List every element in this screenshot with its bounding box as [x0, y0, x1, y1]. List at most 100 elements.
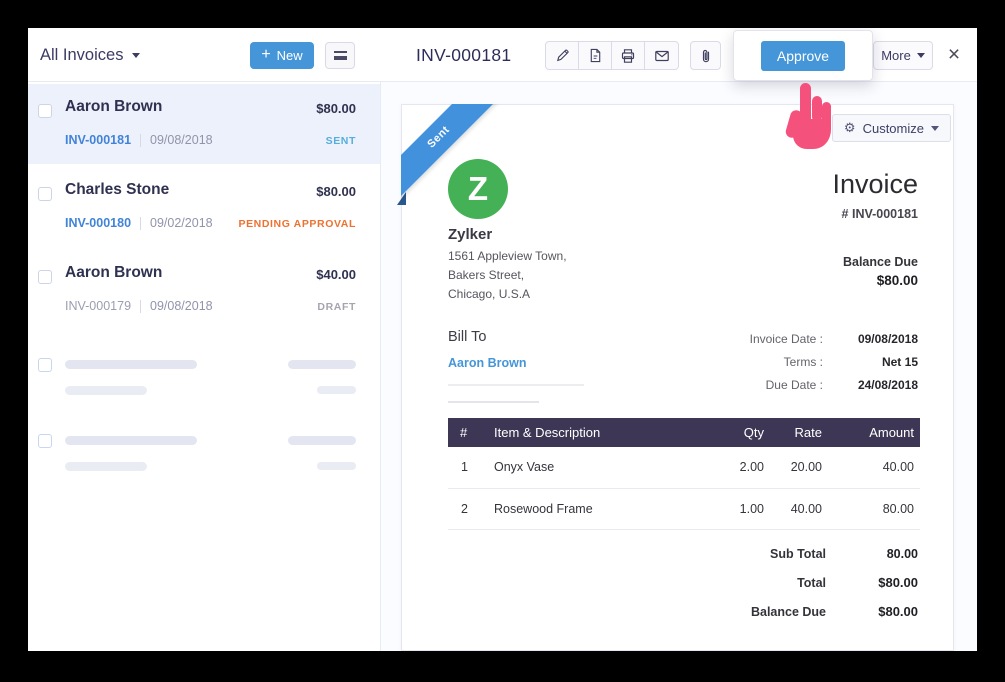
- edit-button[interactable]: [546, 42, 579, 69]
- terms-label: Terms :: [783, 354, 823, 369]
- email-button[interactable]: [645, 42, 678, 69]
- divider: [140, 216, 142, 230]
- pdf-button[interactable]: [579, 42, 612, 69]
- invoice-document: Sent ⚙ Customize Z Zylker 1561 Appleview…: [397, 104, 954, 651]
- balance-due-label: Balance Due: [842, 255, 918, 269]
- table-header-row: # Item & Description Qty Rate Amount: [448, 418, 920, 447]
- collection-filter-label: All Invoices: [40, 45, 124, 64]
- ribbon-fold: [397, 192, 406, 205]
- attach-button[interactable]: [690, 41, 721, 70]
- item-rate: 40.00: [770, 488, 828, 530]
- skeleton-bar: [65, 436, 197, 445]
- subtotal-value: 80.00: [886, 546, 918, 561]
- company-name: Zylker: [448, 226, 493, 243]
- approve-button[interactable]: Approve: [761, 40, 845, 71]
- due-date-label: Due Date :: [765, 377, 823, 392]
- invoice-amount: $40.00: [316, 267, 356, 282]
- invoice-amount: $80.00: [316, 101, 356, 116]
- item-amount: 80.00: [828, 488, 920, 530]
- skeleton-bar: [317, 386, 356, 394]
- divider: [140, 299, 142, 313]
- table-row: 1 Onyx Vase 2.00 20.00 40.00: [448, 447, 920, 489]
- total-value: $80.00: [878, 575, 918, 590]
- print-button[interactable]: [612, 42, 645, 69]
- invoice-meta: Invoice Date : 09/08/2018 Terms : Net 15…: [673, 327, 918, 396]
- plus-icon: +: [261, 46, 271, 63]
- chevron-down-icon: [916, 53, 925, 58]
- invoice-amount: $80.00: [316, 184, 356, 199]
- bill-to-customer-link[interactable]: Aaron Brown: [448, 356, 527, 370]
- item-name: Rosewood Frame: [488, 488, 698, 530]
- skeleton-bar: [65, 360, 197, 369]
- skeleton-row: [28, 430, 380, 506]
- skeleton-bar: [65, 386, 147, 395]
- customer-name: Charles Stone: [65, 181, 170, 198]
- printer-icon: [621, 48, 635, 63]
- row-checkbox[interactable]: [38, 104, 52, 118]
- total-label: Total: [797, 575, 826, 590]
- company-logo: Z: [448, 159, 508, 219]
- skeleton-bar: [288, 360, 356, 369]
- list-item[interactable]: Aaron Brown $80.00 INV-000181 09/08/2018…: [28, 84, 380, 164]
- more-actions-button[interactable]: More: [873, 41, 933, 70]
- invoice-number-link[interactable]: INV-000181: [65, 133, 132, 147]
- pdf-file-icon: [590, 48, 600, 63]
- collection-filter-dropdown[interactable]: All Invoices: [40, 28, 141, 82]
- app-window: All Invoices + New INV-000181: [28, 28, 977, 651]
- invoice-date-value: 09/08/2018: [857, 331, 918, 346]
- divider: [140, 133, 142, 147]
- item-index: 1: [448, 447, 488, 489]
- col-qty-header: Qty: [698, 418, 770, 447]
- list-item[interactable]: Aaron Brown $40.00 INV-000179 09/08/2018…: [28, 250, 380, 330]
- document-number: # INV-000181: [841, 207, 918, 221]
- invoice-number[interactable]: INV-000179: [65, 299, 132, 313]
- customer-name: Aaron Brown: [65, 98, 163, 115]
- address-placeholder-line: [448, 401, 539, 403]
- table-row: 2 Rosewood Frame 1.00 40.00 80.00: [448, 488, 920, 530]
- invoice-date: 09/08/2018: [150, 299, 213, 313]
- paperclip-icon: [702, 49, 709, 62]
- envelope-icon: [654, 50, 669, 61]
- address-line: Bakers Street,: [448, 268, 525, 282]
- list-item[interactable]: Charles Stone $80.00 INV-000180 09/02/20…: [28, 167, 380, 247]
- invoice-date: 09/08/2018: [150, 133, 213, 147]
- list-view-menu-button[interactable]: [325, 42, 355, 69]
- close-icon: ×: [947, 42, 961, 66]
- item-qty: 2.00: [698, 447, 770, 489]
- close-detail-button[interactable]: ×: [939, 39, 969, 69]
- status-badge: DRAFT: [317, 301, 356, 313]
- status-badge: PENDING APPROVAL: [238, 218, 356, 230]
- invoice-date: 09/02/2018: [150, 216, 213, 230]
- balance-due-total-label: Balance Due: [750, 604, 826, 619]
- new-invoice-button[interactable]: + New: [250, 42, 314, 69]
- company-address: 1561 Appleview Town, Bakers Street, Chic…: [448, 247, 567, 304]
- col-number-header: #: [448, 418, 488, 447]
- address-line: Chicago, U.S.A: [448, 287, 531, 301]
- gear-icon: ⚙: [843, 120, 856, 136]
- bill-to-label: Bill To: [448, 329, 487, 345]
- item-qty: 1.00: [698, 488, 770, 530]
- item-name: Onyx Vase: [488, 447, 698, 489]
- item-rate: 20.00: [770, 447, 828, 489]
- logo-letter: Z: [467, 170, 489, 207]
- item-index: 2: [448, 488, 488, 530]
- skeleton-bar: [288, 436, 356, 445]
- new-button-label: New: [276, 48, 303, 63]
- terms-value: Net 15: [881, 354, 918, 369]
- customize-button[interactable]: ⚙ Customize: [831, 114, 951, 142]
- status-ribbon-wrap: Sent: [401, 104, 506, 209]
- row-checkbox[interactable]: [38, 434, 52, 448]
- invoice-number-link[interactable]: INV-000180: [65, 216, 132, 230]
- due-date-value: 24/08/2018: [857, 377, 918, 392]
- document-type-title: Invoice: [832, 169, 918, 199]
- chevron-down-icon: [931, 125, 939, 131]
- sent-ribbon: Sent: [401, 104, 506, 208]
- skeleton-bar: [65, 462, 147, 471]
- row-checkbox[interactable]: [38, 187, 52, 201]
- invoice-detail-panel: Sent ⚙ Customize Z Zylker 1561 Appleview…: [380, 82, 977, 651]
- row-checkbox[interactable]: [38, 358, 52, 372]
- status-badge: SENT: [325, 135, 356, 147]
- row-checkbox[interactable]: [38, 270, 52, 284]
- col-amount-header: Amount: [828, 418, 920, 447]
